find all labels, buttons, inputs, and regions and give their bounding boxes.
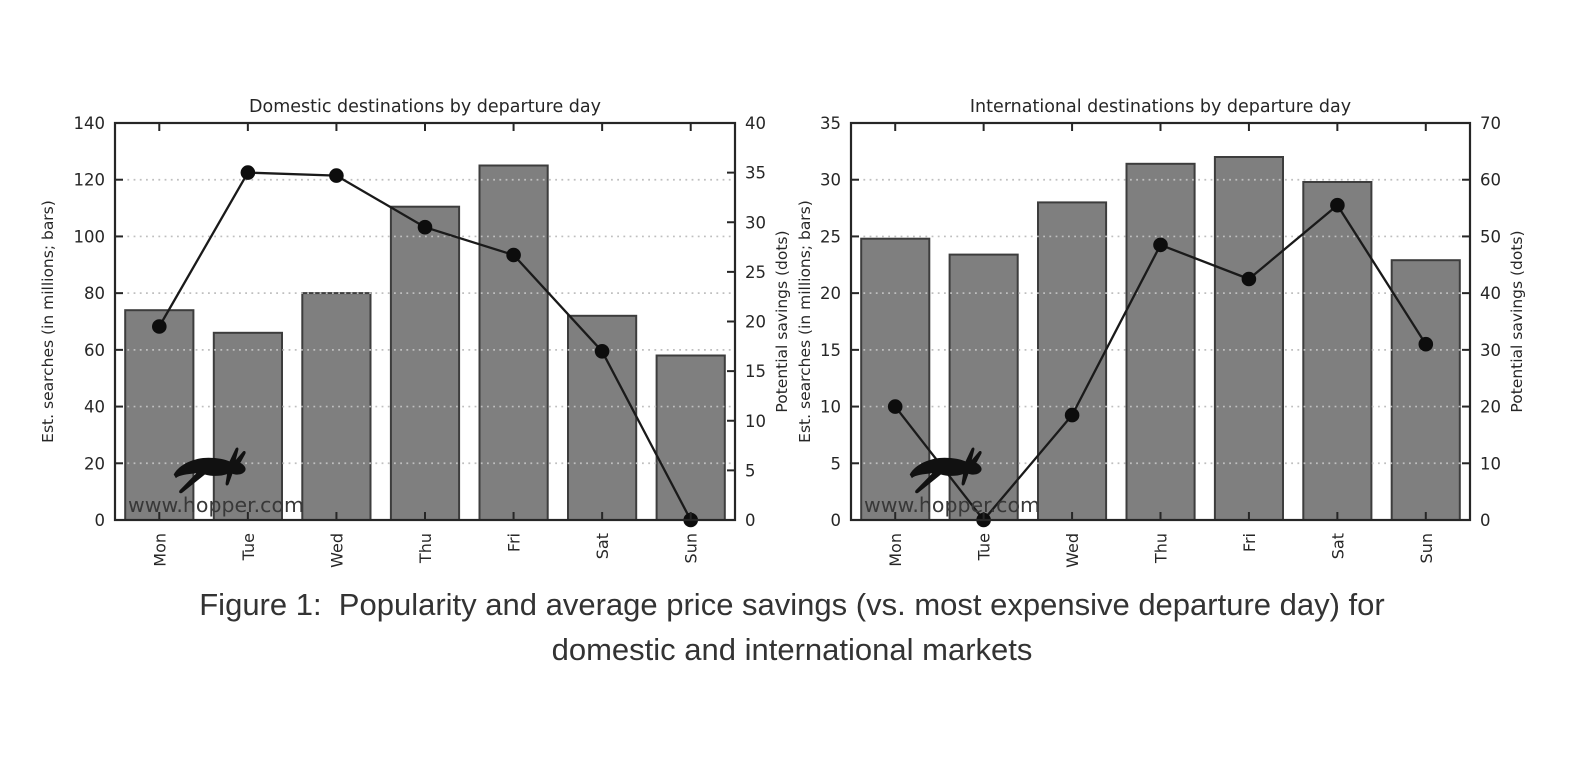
x-tick-label-sat: Sat [593, 533, 612, 559]
wed-bar [1037, 201, 1108, 521]
thu-bar [1125, 162, 1196, 522]
hopper-watermark: www.hopper.com [128, 447, 304, 517]
mon-savings-dot [152, 319, 167, 334]
thu-savings-dot [1153, 237, 1168, 253]
mon-bar [860, 237, 931, 521]
left-tick-label: 60 [84, 341, 105, 360]
right-tick-label: 40 [1480, 284, 1501, 303]
left-tick-label: 40 [84, 398, 105, 417]
right-tick-label: 15 [745, 362, 766, 381]
caption-line-2: domestic and international markets [551, 632, 1033, 667]
tue-savings-dot [240, 165, 256, 180]
mon-savings-dot [887, 399, 903, 414]
caption-line-1: Figure 1: Popularity and average price s… [199, 587, 1385, 622]
right-tick-label: 40 [745, 114, 766, 133]
right-tick-label: 25 [745, 263, 766, 282]
x-tick-label-tue: Tue [975, 533, 994, 561]
right-tick-label: 70 [1480, 114, 1501, 133]
hopper-watermark: www.hopper.com [864, 447, 1040, 517]
right-axis-label: Potential savings (dots) [773, 230, 791, 412]
x-tick-label-thu: Thu [416, 533, 435, 564]
right-tick-label: 0 [745, 511, 756, 530]
left-tick-label: 80 [84, 284, 105, 303]
x-tick-label-sun: Sun [1417, 533, 1436, 563]
fri-savings-dot [1241, 271, 1257, 287]
right-tick-label: 30 [1480, 341, 1501, 360]
x-tick-label-fri: Fri [1240, 533, 1259, 552]
x-tick-label-fri: Fri [505, 533, 524, 552]
x-tick-label-wed: Wed [1063, 533, 1082, 568]
right-tick-label: 10 [1480, 454, 1501, 473]
x-tick-label-tue: Tue [239, 533, 258, 561]
watermark-text: www.hopper.com [128, 493, 304, 517]
left-tick-label: 35 [820, 114, 841, 133]
x-tick-label-sat: Sat [1328, 533, 1347, 559]
left-tick-label: 5 [831, 454, 842, 473]
right-tick-label: 20 [1480, 398, 1501, 417]
tue-bar [212, 331, 283, 521]
wed-bar [301, 292, 372, 521]
left-tick-label: 30 [820, 171, 841, 190]
right-tick-label: 10 [745, 412, 766, 431]
right-axis-label: Potential savings (dots) [1508, 230, 1526, 412]
sun-savings-dot [1418, 336, 1434, 352]
right-tick-label: 50 [1480, 227, 1501, 246]
left-tick-label: 120 [74, 171, 106, 190]
left-tick-label: 20 [84, 454, 105, 473]
fri-bar [1213, 156, 1284, 521]
sun-bar [1390, 259, 1461, 521]
left-tick-label: 100 [74, 227, 106, 246]
fri-savings-dot [506, 247, 521, 263]
wed-savings-dot [1064, 407, 1080, 423]
mon-bar [124, 309, 195, 522]
hopper-rabbit-icon [909, 447, 982, 494]
x-tick-label-sun: Sun [682, 533, 701, 563]
right-tick-label: 5 [745, 461, 756, 480]
tue-bar [948, 253, 1019, 521]
international-chart: www.hopper.com 0 5 10 15 20 25 30 35 0 10 20 30 40 50 6… [796, 97, 1526, 568]
x-tick-label-mon: Mon [150, 533, 169, 567]
chart-title: International destinations by departure … [970, 97, 1351, 117]
left-tick-label: 0 [95, 511, 106, 530]
x-tick-label-mon: Mon [886, 533, 905, 567]
left-axis-label: Est. searches (in millions; bars) [796, 200, 814, 443]
left-tick-label: 0 [831, 511, 842, 530]
left-tick-label: 10 [820, 398, 841, 417]
right-tick-label: 35 [745, 164, 766, 183]
right-tick-label: 20 [745, 313, 766, 332]
sat-bar [1302, 181, 1373, 521]
watermark-text: www.hopper.com [864, 493, 1040, 517]
fri-bar [478, 164, 549, 521]
sun-bar [655, 354, 726, 521]
chart-title: Domestic destinations by departure day [249, 97, 601, 117]
right-tick-label: 0 [1480, 511, 1491, 530]
figure-caption: Figure 1: Popularity and average price s… [0, 582, 1584, 672]
hopper-rabbit-icon [173, 447, 246, 494]
wed-savings-dot [329, 168, 344, 183]
domestic-chart: www.hopper.com 0 20 40 60 80 100 120 140 0 5 10 15 20… [39, 97, 791, 568]
sat-savings-dot [1330, 197, 1345, 213]
left-axis-label: Est. searches (in millions; bars) [39, 200, 57, 443]
charts-row: www.hopper.com 0 20 40 60 80 100 120 140 0 5 10 15 20… [39, 97, 1526, 568]
left-tick-label: 20 [820, 284, 841, 303]
left-tick-label: 140 [74, 114, 106, 133]
left-tick-label: 25 [820, 227, 841, 246]
x-tick-label-wed: Wed [327, 533, 346, 568]
thu-savings-dot [417, 219, 433, 235]
sat-savings-dot [594, 344, 610, 359]
right-tick-label: 30 [745, 213, 766, 232]
x-tick-label-thu: Thu [1152, 533, 1171, 564]
right-tick-label: 60 [1480, 171, 1501, 190]
thu-bar [389, 205, 461, 521]
left-tick-label: 15 [820, 341, 841, 360]
